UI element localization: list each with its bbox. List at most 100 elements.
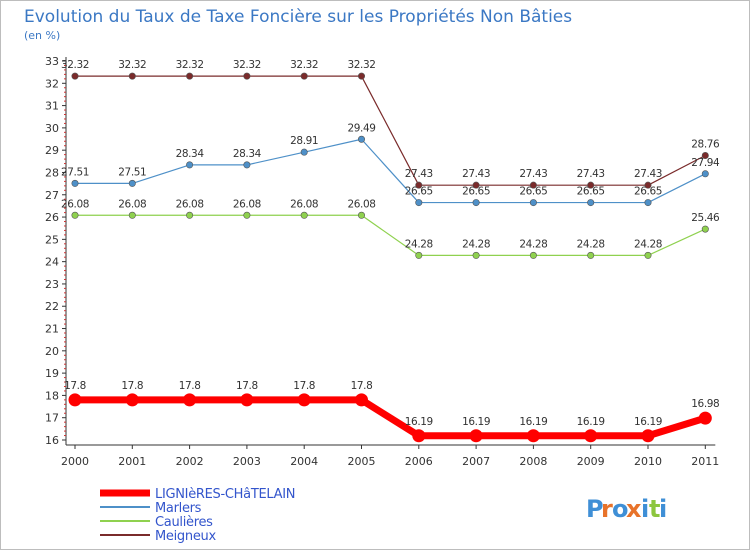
data-label: 16.19 (577, 416, 605, 428)
data-label: 28.34 (233, 148, 262, 160)
data-label: 26.08 (61, 198, 89, 210)
data-point (412, 429, 426, 443)
logo-letter: o (612, 495, 629, 523)
data-point (587, 181, 595, 189)
legend-label-2: Caulières (155, 515, 213, 530)
data-point (128, 211, 136, 219)
data-point (472, 199, 480, 207)
data-point (243, 161, 251, 169)
y-tick-label: 25 (45, 233, 59, 246)
data-point (68, 393, 82, 407)
data-label: 26.65 (462, 186, 490, 198)
data-point (357, 72, 365, 80)
y-tick-label: 18 (45, 389, 59, 402)
axes: 16 17 18 19 20 21 22 23 24 25 26 27 28 29 30 31 32 33 2000… (45, 55, 719, 468)
series-line-3 (74, 75, 706, 186)
data-label: 32.32 (347, 59, 375, 71)
y-tick-label: 24 (45, 256, 59, 269)
x-tick-label: 2000 (61, 455, 89, 468)
data-point (529, 251, 537, 259)
data-label: 16.19 (634, 416, 662, 428)
data-label: 26.08 (347, 198, 375, 210)
data-label: 17.8 (64, 380, 86, 392)
chart-title: Evolution du Taux de Taxe Foncière sur l… (24, 7, 572, 27)
series-line-2 (74, 214, 706, 257)
data-label: 17.8 (179, 380, 201, 392)
data-point (698, 411, 712, 425)
data-label: 27.43 (577, 168, 605, 180)
logo-letter: x (626, 495, 642, 523)
data-point (355, 393, 368, 407)
data-label: 24.28 (405, 238, 433, 250)
data-label: 24.28 (519, 238, 547, 250)
data-label: 32.32 (176, 59, 204, 71)
data-point (186, 72, 194, 80)
data-point (128, 72, 136, 80)
data-label: 28.76 (691, 139, 720, 151)
data-label: 28.34 (176, 148, 205, 160)
legend: LIGNIèRES-CHâTELAINMarlersCaulièresMeign… (100, 487, 295, 544)
logo-letter: r (601, 495, 613, 523)
chart-subtitle: (en %) (24, 29, 60, 42)
data-label: 27.51 (118, 166, 146, 178)
data-point (701, 225, 709, 233)
data-label: 27.43 (634, 168, 662, 180)
logo-letter: t (649, 495, 660, 523)
data-point (125, 393, 139, 407)
y-tick-label: 30 (45, 122, 59, 135)
data-label: 17.8 (236, 380, 258, 392)
data-label: 16.19 (519, 416, 547, 428)
logo-letter: i (659, 495, 667, 523)
y-tick-label: 28 (45, 166, 59, 179)
data-label: 24.28 (634, 238, 662, 250)
data-label: 26.65 (634, 186, 662, 198)
data-point (644, 181, 652, 189)
y-tick-label: 19 (45, 367, 59, 380)
y-tick-label: 22 (45, 300, 59, 313)
x-tick-label: 2004 (290, 455, 318, 468)
data-label: 16.19 (405, 416, 433, 428)
y-tick-label: 31 (45, 100, 59, 113)
legend-label-0: LIGNIèRES-CHâTELAIN (155, 487, 295, 502)
x-tick-label: 2001 (118, 455, 146, 468)
data-point (300, 211, 308, 219)
x-tick-label: 2003 (233, 455, 261, 468)
data-label: 16.19 (462, 416, 490, 428)
y-tick-label: 26 (45, 211, 59, 224)
data-point (415, 251, 423, 259)
data-label: 32.32 (233, 59, 261, 71)
data-point (357, 211, 365, 219)
data-point (701, 152, 709, 160)
y-tick-label: 23 (45, 278, 59, 291)
data-point (357, 135, 365, 143)
data-point (701, 170, 709, 178)
data-labels-layer: 32.32 32.32 32.32 32.32 32.32 32.32 27.43 27.43… (61, 59, 720, 428)
data-label: 32.32 (118, 59, 146, 71)
data-label: 26.08 (176, 198, 204, 210)
y-tick-label: 21 (45, 323, 59, 336)
data-label: 16.98 (691, 398, 719, 410)
data-point (186, 211, 194, 219)
data-point (641, 429, 655, 443)
logo-letter: P (586, 495, 604, 523)
data-point (243, 72, 251, 80)
data-point (415, 199, 423, 207)
data-point (584, 429, 598, 443)
data-point (128, 179, 136, 187)
data-point (243, 211, 251, 219)
series-line-0 (71, 396, 709, 440)
data-label: 26.65 (577, 186, 605, 198)
data-label: 24.28 (577, 238, 605, 250)
data-label: 29.49 (347, 122, 375, 134)
x-tick-label: 2008 (519, 455, 547, 468)
data-point (300, 72, 308, 80)
data-point (415, 181, 423, 189)
data-point (472, 251, 480, 259)
y-tick-label: 17 (45, 412, 59, 425)
legend-label-1: Marlers (155, 501, 202, 516)
proxiti-logo: Pr ox i ti (586, 495, 667, 523)
data-label: 27.43 (462, 168, 490, 180)
data-label: 32.32 (61, 59, 89, 71)
data-point (472, 181, 480, 189)
